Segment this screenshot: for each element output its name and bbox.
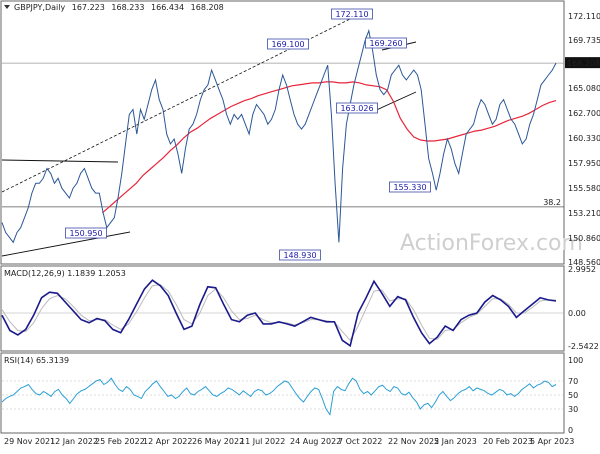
annotation-label: 150.950 <box>69 229 102 238</box>
annotation-box <box>336 102 378 114</box>
price-axis-tick-label: 153.210 <box>568 209 600 218</box>
price-axis-tick-label: 155.580 <box>568 184 600 193</box>
annotation-box <box>279 249 321 261</box>
macd-line <box>1 279 557 348</box>
annotation-label: 172.110 <box>335 10 368 19</box>
rsi-label: RSI(14) 65.3139 <box>4 356 69 365</box>
macd-panel <box>0 265 565 352</box>
rsi-series-group <box>1 377 564 416</box>
macd-axis-tick-label: 0.00 <box>568 309 586 318</box>
price-axis-tick-label: 162.700 <box>568 109 600 118</box>
fib-level-label: 38.2 <box>543 198 561 207</box>
ohlc-open: 167.223 <box>72 3 105 12</box>
macd-axis-tick-label: -2.5422 <box>568 342 599 351</box>
x-axis-tick-label: 11 Jul 2022 <box>240 437 285 446</box>
axis-labels-group: 172.110169.735167.460165.080162.700160.3… <box>4 12 600 446</box>
x-axis-tick-label: 20 Feb 2023 <box>483 437 533 446</box>
x-axis-tick-label: 7 Oct 2022 <box>338 437 382 446</box>
x-axis-tick-label: 12 Apr 2022 <box>143 437 192 446</box>
price-series-group: 38.2 172.110 169.100 169.260 163.026 155.330 1… <box>1 8 564 261</box>
annotation-label: 155.330 <box>393 183 426 192</box>
rsi-line <box>1 377 557 416</box>
annotation-label: 148.930 <box>283 251 316 260</box>
x-axis-tick-label: 29 Nov 2021 <box>4 437 55 446</box>
macd-label: MACD(12,26,9) 1.1839 1.2053 <box>4 269 126 278</box>
price-axis-tick-label: 165.080 <box>568 84 600 93</box>
ohlc-low: 166.434 <box>151 3 184 12</box>
price-ohlc-header: GBPJPY,Daily 167.223 168.233 166.434 168… <box>14 3 224 12</box>
price-axis-tick-label: 150.860 <box>568 234 600 243</box>
rsi-axis-tick-label: 50 <box>568 391 578 400</box>
triangle-lower-line <box>1 231 131 257</box>
annotation-label: 169.100 <box>271 40 304 49</box>
x-axis-tick-label: 12 Jan 2022 <box>50 437 98 446</box>
annotation-box <box>267 38 309 50</box>
macd-series-group <box>1 279 564 348</box>
price-axis-tick-label: 172.110 <box>568 12 600 21</box>
price-axis-tick-label: 169.735 <box>568 36 600 45</box>
header-arrow-icon <box>4 5 10 9</box>
annotation-label: 169.260 <box>369 39 402 48</box>
symbol-label: GBPJPY,Daily <box>14 3 65 12</box>
x-axis-tick-label: 26 May 2022 <box>192 437 244 446</box>
last-price-box <box>565 57 600 69</box>
annotation-box <box>365 37 407 49</box>
channel-dashed-trendline <box>1 13 361 193</box>
last-price-value: 168.208 <box>567 59 600 68</box>
ohlc-close: 168.208 <box>191 3 224 12</box>
annotation-box <box>331 8 373 20</box>
x-axis-tick-label: 24 Aug 2022 <box>290 437 341 446</box>
annotation-label: 163.026 <box>340 104 373 113</box>
ohlc-high: 168.233 <box>111 3 144 12</box>
price-axis-tick-label: 157.950 <box>568 159 600 168</box>
x-axis-tick-label: 25 Feb 2022 <box>95 437 145 446</box>
annotation-box <box>65 227 107 239</box>
macd-axis-tick-label: 2.9952 <box>568 265 596 274</box>
x-axis-tick-label: 22 Nov 2022 <box>388 437 439 446</box>
price-axis-tick-label: 160.330 <box>568 134 600 143</box>
rsi-axis-tick-label: 0 <box>568 426 573 435</box>
annotation-box <box>389 181 431 193</box>
rsi-axis-tick-label: 100 <box>568 356 583 365</box>
x-axis-tick-label: 5 Jan 2023 <box>434 437 477 446</box>
price-axis-tick-label: 148.560 <box>568 258 600 267</box>
watermark: ActionForex.com <box>400 231 583 256</box>
triangle-upper-line <box>1 159 119 163</box>
x-axis-tick-label: 5 Apr 2023 <box>530 437 574 446</box>
rsi-axis-tick-label: 30 <box>568 405 578 414</box>
rsi-axis-tick-label: 70 <box>568 377 578 386</box>
price-line <box>1 28 557 244</box>
rsi-panel <box>0 352 565 434</box>
